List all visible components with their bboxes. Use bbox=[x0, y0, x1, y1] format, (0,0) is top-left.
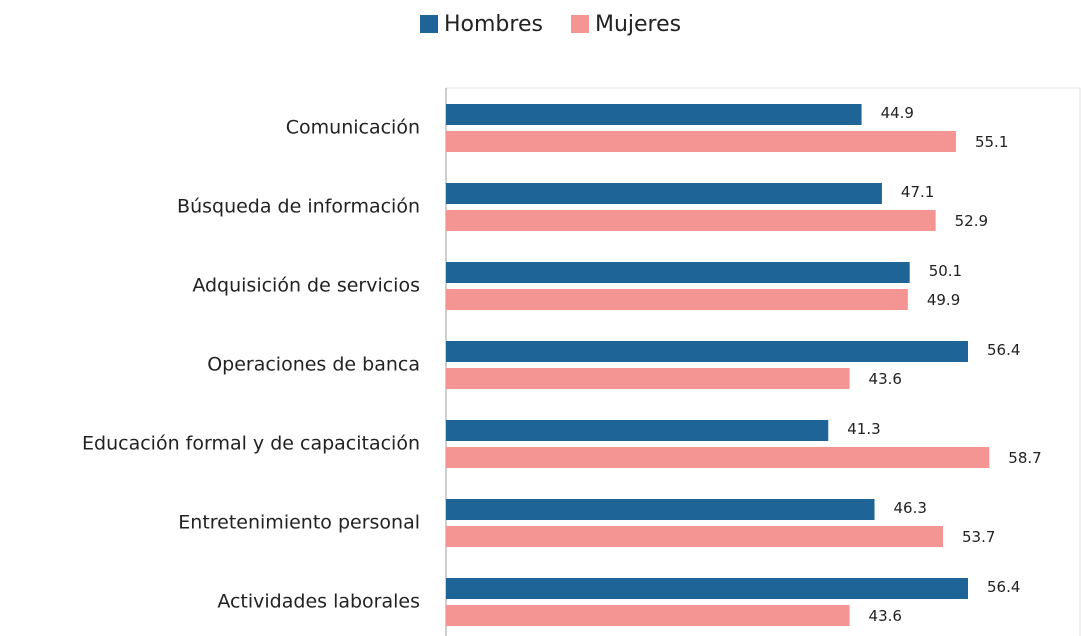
y-tick-label: Adquisición de servicios bbox=[192, 275, 420, 297]
y-tick-label: Entretenimiento personal bbox=[178, 512, 420, 534]
bar bbox=[446, 499, 875, 520]
y-tick-label: Búsqueda de información bbox=[177, 196, 420, 218]
data-label: 56.4 bbox=[987, 578, 1020, 596]
y-tick-label: Operaciones de banca bbox=[207, 354, 420, 376]
y-tick-label: Educación formal y de capacitación bbox=[82, 433, 420, 455]
bar bbox=[446, 131, 956, 152]
bar bbox=[446, 420, 829, 441]
data-label: 53.7 bbox=[962, 528, 995, 546]
bar bbox=[446, 368, 850, 389]
legend-swatch bbox=[570, 15, 589, 33]
data-label: 46.3 bbox=[894, 499, 927, 517]
y-tick-label: Comunicación bbox=[286, 117, 420, 139]
data-label: 58.7 bbox=[1008, 449, 1041, 467]
data-label: 47.1 bbox=[901, 183, 934, 201]
y-tick-label: Actividades laborales bbox=[217, 591, 420, 613]
bar bbox=[446, 341, 969, 362]
bar bbox=[446, 447, 990, 468]
bar bbox=[446, 289, 908, 310]
bar bbox=[446, 183, 882, 204]
data-label: 50.1 bbox=[929, 262, 962, 280]
data-label: 55.1 bbox=[975, 133, 1008, 151]
bar bbox=[446, 526, 944, 547]
bar bbox=[446, 210, 936, 231]
data-label: 43.6 bbox=[869, 370, 902, 388]
data-label: 43.6 bbox=[869, 607, 902, 625]
legend-label: Hombres bbox=[444, 12, 543, 37]
bar bbox=[446, 578, 969, 599]
bar bbox=[446, 605, 850, 626]
bar bbox=[446, 104, 862, 125]
data-label: 44.9 bbox=[881, 104, 914, 122]
data-label: 41.3 bbox=[847, 420, 880, 438]
data-label: 52.9 bbox=[955, 212, 988, 230]
data-label: 49.9 bbox=[927, 291, 960, 309]
legend-label: Mujeres bbox=[595, 12, 681, 37]
data-label: 56.4 bbox=[987, 341, 1020, 359]
bar bbox=[446, 262, 910, 283]
legend-swatch bbox=[420, 15, 438, 33]
